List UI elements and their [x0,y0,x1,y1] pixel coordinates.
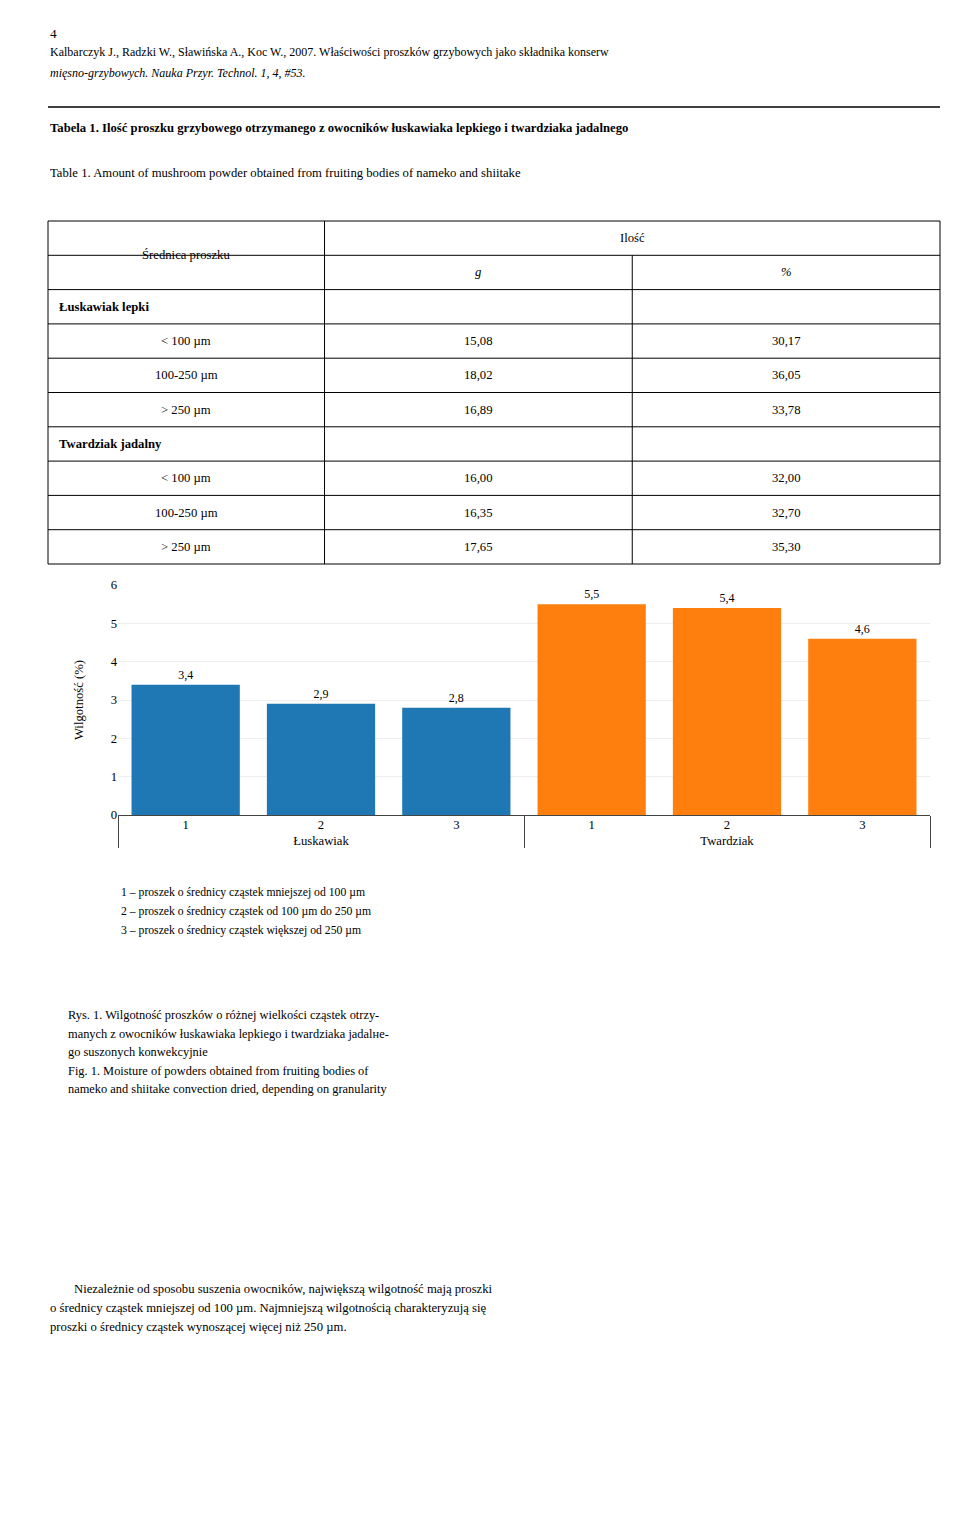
svg-text:3 – proszek o średnicy cząstek: 3 – proszek o średnicy cząstek większej … [121,924,361,937]
svg-text:1 – proszek o średnicy cząstek: 1 – proszek o średnicy cząstek mniejszej… [121,886,365,899]
svg-text:15,08: 15,08 [464,334,493,348]
svg-text:4,6: 4,6 [855,622,870,636]
svg-text:3: 3 [453,818,459,832]
svg-text:0: 0 [111,808,117,822]
svg-text:Ilość: Ilość [620,231,645,245]
svg-text:4: 4 [50,26,57,41]
svg-text:o średnicy cząstek mniejszej o: o średnicy cząstek mniejszej od 100 µm. … [50,1301,486,1315]
svg-text:100-250 µm: 100-250 µm [155,368,218,382]
svg-text:%: % [781,265,792,279]
svg-text:1: 1 [588,818,594,832]
svg-text:2: 2 [724,818,730,832]
svg-text:16,89: 16,89 [464,403,493,417]
svg-text:nameko and shiitake convection: nameko and shiitake convection dried, de… [68,1082,387,1096]
svg-text:33,78: 33,78 [772,403,801,417]
svg-text:30,17: 30,17 [772,334,801,348]
svg-text:Niezależnie od sposobu suszeni: Niezależnie od sposobu suszenia owocnikó… [74,1282,493,1296]
svg-text:proszki o średnicy cząstek wyn: proszki o średnicy cząstek wynoszącej wi… [50,1320,347,1334]
svg-text:Twardziak jadalny: Twardziak jadalny [59,437,162,451]
svg-text:32,70: 32,70 [772,506,801,520]
svg-text:1: 1 [111,770,117,784]
svg-text:> 250 µm: > 250 µm [161,403,211,417]
svg-text:Rys. 1. Wilgotność proszków o: Rys. 1. Wilgotność proszków o różnej wie… [68,1008,379,1022]
svg-text:2: 2 [318,818,324,832]
svg-text:17,65: 17,65 [464,540,493,554]
svg-text:mięsno-grzybowych. Nauka Przyr: mięsno-grzybowych. Nauka Przyr. Technol.… [50,66,306,80]
svg-text:18,02: 18,02 [464,368,493,382]
svg-text:16,00: 16,00 [464,471,493,485]
svg-text:16,35: 16,35 [464,506,493,520]
svg-text:Wilgotność (%): Wilgotność (%) [72,660,86,740]
svg-text:2,9: 2,9 [314,687,329,701]
svg-text:> 250 µm: > 250 µm [161,540,211,554]
svg-text:Łuskawiak: Łuskawiak [293,834,349,848]
svg-text:2 – proszek o średnicy cząstek: 2 – proszek o średnicy cząstek od 100 µm… [121,905,371,918]
svg-text:5: 5 [111,617,117,631]
svg-text:36,05: 36,05 [772,368,801,382]
svg-text:3,4: 3,4 [178,668,193,682]
svg-text:32,00: 32,00 [772,471,801,485]
svg-text:Twardziak: Twardziak [700,834,754,848]
svg-text:100-250 µm: 100-250 µm [155,506,218,520]
svg-text:2,8: 2,8 [449,691,464,705]
svg-text:< 100 µm: < 100 µm [161,334,211,348]
svg-text:4: 4 [111,655,118,669]
svg-text:3: 3 [859,818,865,832]
svg-text:g: g [475,265,481,279]
svg-text:5,5: 5,5 [584,587,599,601]
svg-text:3: 3 [111,693,117,707]
svg-text:Fig. 1. Moisture of powders ob: Fig. 1. Moisture of powders obtained fro… [68,1064,369,1078]
svg-text:Łuskawiak lepki: Łuskawiak lepki [59,300,149,314]
svg-text:1: 1 [182,818,188,832]
svg-text:manych z owocników łuskawiaka: manych z owocników łuskawiaka lepkiego i… [68,1027,389,1041]
svg-text:2: 2 [111,732,117,746]
svg-text:Średnica proszku: Średnica proszku [142,248,230,262]
svg-text:go suszonych konwekcyjnie: go suszonych konwekcyjnie [68,1045,208,1059]
svg-text:6: 6 [111,578,117,592]
svg-text:Table 1. Amount of mushroom po: Table 1. Amount of mushroom powder obtai… [50,166,521,180]
svg-text:< 100 µm: < 100 µm [161,471,211,485]
svg-text:Tabela 1. Ilość proszku grzybo: Tabela 1. Ilość proszku grzybowego otrzy… [50,121,628,135]
svg-text:5,4: 5,4 [720,591,735,605]
svg-text:Kalbarczyk J., Radzki W., Sław: Kalbarczyk J., Radzki W., Sławińska A., … [50,45,609,59]
svg-text:35,30: 35,30 [772,540,801,554]
